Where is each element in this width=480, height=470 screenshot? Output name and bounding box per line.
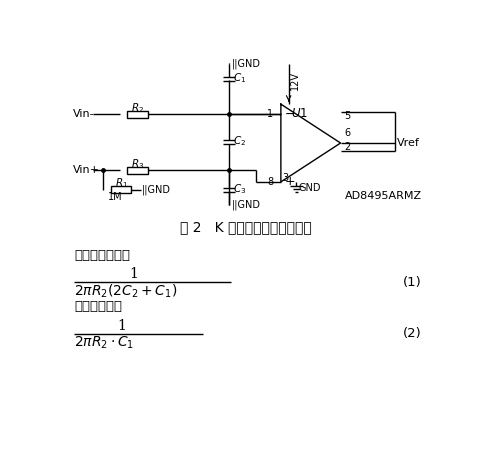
Text: −: − [285, 109, 295, 121]
Text: $C_1$: $C_1$ [233, 71, 246, 85]
Text: $R_3$: $R_3$ [131, 157, 144, 171]
Text: 12V: 12V [290, 71, 300, 90]
Text: 1: 1 [118, 319, 126, 333]
Text: Vref: Vref [397, 138, 420, 148]
Text: 1M: 1M [108, 192, 122, 202]
Text: 2: 2 [345, 142, 351, 152]
Text: ||GND: ||GND [142, 184, 171, 195]
Text: 6: 6 [345, 128, 350, 138]
Text: $C_3$: $C_3$ [233, 182, 246, 196]
Text: 图 2   K 型热电偶冷端补偿电路: 图 2 K 型热电偶冷端补偿电路 [180, 220, 312, 235]
Text: 3: 3 [282, 173, 288, 183]
Text: 1: 1 [267, 109, 273, 119]
Text: $2\pi R_2 \cdot C_1$: $2\pi R_2 \cdot C_1$ [74, 335, 134, 351]
Text: (2): (2) [403, 327, 422, 340]
Text: 共模带宽为：: 共模带宽为： [74, 300, 122, 313]
Bar [127, 110, 147, 118]
Text: +: + [285, 175, 295, 188]
Text: 5: 5 [345, 111, 351, 121]
Text: ||GND: ||GND [231, 59, 260, 70]
Text: GND: GND [299, 183, 321, 193]
Text: ||GND: ||GND [231, 200, 260, 210]
Text: Vin+: Vin+ [73, 165, 100, 175]
Bar [127, 167, 147, 174]
Text: AD8495ARMZ: AD8495ARMZ [345, 191, 421, 201]
Text: $U1$: $U1$ [291, 107, 308, 120]
Text: 1: 1 [129, 267, 138, 282]
Bar [111, 186, 132, 193]
Text: 其差分带宽为：: 其差分带宽为： [74, 249, 130, 262]
Text: (1): (1) [403, 275, 422, 289]
Text: 8: 8 [267, 177, 273, 187]
Text: Vin-: Vin- [73, 109, 95, 119]
Text: $C_2$: $C_2$ [233, 134, 246, 148]
Text: $2\pi R_2(2C_2+C_1)$: $2\pi R_2(2C_2+C_1)$ [74, 282, 177, 300]
Text: $R_1$: $R_1$ [115, 177, 128, 190]
Text: $R_2$: $R_2$ [131, 101, 144, 115]
